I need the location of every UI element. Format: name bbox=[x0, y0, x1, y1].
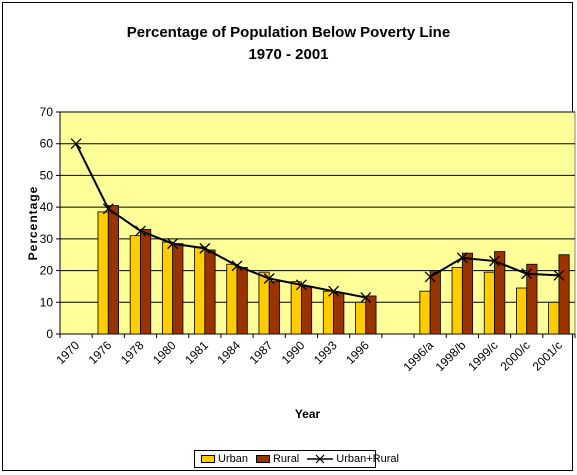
bar-urban bbox=[419, 290, 431, 335]
legend-line-key bbox=[307, 454, 334, 464]
point-marker bbox=[167, 238, 179, 250]
bar-urban bbox=[194, 246, 206, 335]
x-tick-label: 1981 bbox=[182, 338, 211, 367]
point-marker bbox=[553, 269, 565, 281]
point-marker bbox=[295, 279, 307, 291]
point-marker bbox=[424, 271, 436, 283]
point-marker bbox=[231, 260, 243, 272]
legend-label-urban-rural: Urban+Rural bbox=[336, 453, 399, 465]
x-tick-label: 1996/a bbox=[400, 338, 436, 374]
bar-rural bbox=[333, 292, 345, 335]
x-tick-label: 1993 bbox=[311, 338, 340, 367]
bar-rural bbox=[461, 252, 474, 335]
bar-rural bbox=[107, 205, 119, 335]
bar-rural bbox=[236, 266, 248, 335]
bar-rural bbox=[526, 263, 538, 335]
point-marker bbox=[360, 292, 372, 303]
bar-rural bbox=[365, 295, 377, 335]
legend-item-urban-rural: Urban+Rural bbox=[307, 453, 399, 465]
x-tick-label: 1970 bbox=[53, 338, 82, 367]
legend-swatch-rural bbox=[255, 455, 270, 463]
x-axis-label: Year bbox=[295, 407, 321, 421]
bar-rural bbox=[140, 228, 152, 335]
y-tick-label: 20 bbox=[40, 264, 54, 278]
point-marker bbox=[102, 203, 114, 215]
bar-urban bbox=[451, 266, 463, 335]
legend-label-rural: Rural bbox=[272, 453, 300, 465]
bar-urban bbox=[226, 263, 238, 335]
x-tick-label: 1976 bbox=[86, 338, 115, 367]
legend-label-urban: Urban bbox=[218, 453, 248, 465]
bar-urban bbox=[483, 271, 495, 335]
y-tick-label: 50 bbox=[40, 168, 54, 182]
bar-rural bbox=[558, 254, 570, 335]
x-tick-label: 1987 bbox=[247, 338, 276, 367]
x-tick-label: 1990 bbox=[279, 338, 308, 367]
bar-urban bbox=[97, 211, 109, 335]
y-tick-label: 10 bbox=[40, 295, 54, 309]
legend: Urban Rural Urban+Rural bbox=[194, 450, 399, 468]
point-marker bbox=[489, 255, 500, 267]
point-marker bbox=[456, 252, 468, 264]
bar-rural bbox=[301, 286, 313, 335]
x-tick-label: 1998/b bbox=[433, 338, 469, 374]
y-tick-label: 30 bbox=[40, 232, 54, 246]
y-tick-label: 40 bbox=[40, 200, 54, 214]
point-marker bbox=[199, 242, 211, 254]
bar-urban bbox=[161, 241, 174, 335]
x-tick-label: 2000/c bbox=[497, 338, 532, 373]
y-axis-label: Percentage bbox=[26, 186, 40, 261]
legend-item-rural: Rural bbox=[255, 453, 300, 465]
bar-urban bbox=[548, 301, 560, 335]
bar-urban bbox=[516, 287, 528, 335]
bar-rural bbox=[204, 249, 216, 335]
point-marker bbox=[263, 273, 275, 284]
series-line-urban-rural bbox=[75, 143, 366, 299]
x-tick-label: 2001/c bbox=[530, 338, 565, 373]
bar-rural bbox=[172, 243, 184, 335]
legend-swatch-urban bbox=[201, 455, 215, 463]
x-tick-label: 1980 bbox=[150, 338, 179, 367]
bar-rural bbox=[494, 251, 506, 335]
y-tick-label: 60 bbox=[40, 137, 54, 151]
point-marker bbox=[135, 225, 146, 237]
bar-rural bbox=[268, 281, 280, 335]
chart-title: Percentage of Population Below Poverty L… bbox=[126, 24, 451, 41]
legend-item-urban: Urban bbox=[201, 453, 248, 465]
chart-subtitle: 1970 - 2001 bbox=[248, 46, 329, 63]
x-tick-label: 1984 bbox=[214, 338, 243, 367]
x-tick-label: 1996 bbox=[343, 338, 372, 367]
x-tick-label: 1978 bbox=[118, 338, 147, 367]
point-marker bbox=[328, 285, 340, 297]
bar-urban bbox=[322, 290, 334, 335]
point-marker bbox=[70, 138, 82, 150]
x-tick-label: 1999/c bbox=[465, 338, 500, 373]
y-tick-label: 0 bbox=[46, 327, 53, 341]
bar-urban bbox=[355, 301, 367, 335]
point-marker bbox=[521, 268, 533, 280]
y-tick-label: 70 bbox=[40, 105, 54, 119]
bar-urban bbox=[258, 271, 270, 335]
bar-rural bbox=[429, 270, 441, 335]
bar-urban bbox=[129, 235, 141, 335]
